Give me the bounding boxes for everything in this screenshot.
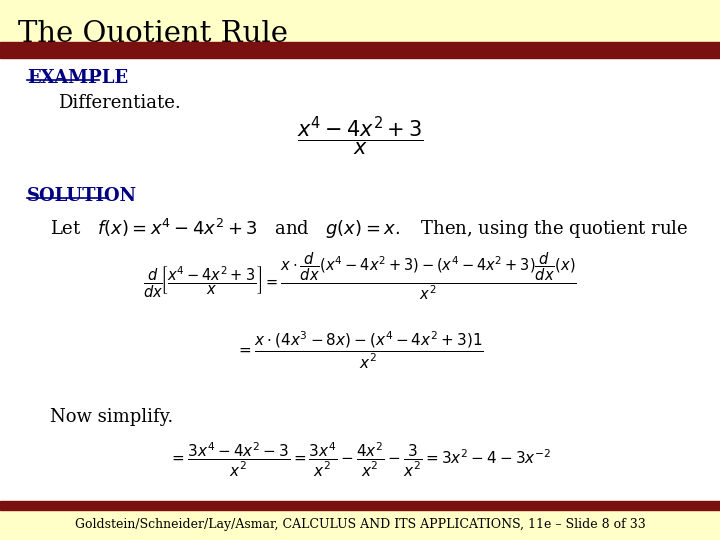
Text: EXAMPLE: EXAMPLE xyxy=(27,69,128,86)
Bar xyxy=(0,501,720,510)
Bar xyxy=(0,42,720,58)
Text: $\dfrac{x^4-4x^2+3}{x}$: $\dfrac{x^4-4x^2+3}{x}$ xyxy=(297,114,423,158)
Text: Let   $f(x)=x^4-4x^2+3$   and   $g(x)=x.$   Then, using the quotient rule: Let $f(x)=x^4-4x^2+3$ and $g(x)=x.$ Then… xyxy=(50,217,689,241)
Text: Goldstein/Schneider/Lay/Asmar, CALCULUS AND ITS APPLICATIONS, 11e – Slide 8 of 3: Goldstein/Schneider/Lay/Asmar, CALCULUS … xyxy=(75,518,645,531)
Bar xyxy=(0,58,720,501)
Bar xyxy=(0,0,720,42)
Text: $=\dfrac{3x^4-4x^2-3}{x^2}=\dfrac{3x^4}{x^2}-\dfrac{4x^2}{x^2}-\dfrac{3}{x^2}=3x: $=\dfrac{3x^4-4x^2-3}{x^2}=\dfrac{3x^4}{… xyxy=(169,441,551,479)
Text: $=\dfrac{x\cdot\left(4x^3-8x\right)-\left(x^4-4x^2+3\right)1}{x^2}$: $=\dfrac{x\cdot\left(4x^3-8x\right)-\lef… xyxy=(236,329,484,370)
Text: Now simplify.: Now simplify. xyxy=(50,408,174,426)
Text: The Quotient Rule: The Quotient Rule xyxy=(18,19,288,47)
Text: $\dfrac{d}{dx}\!\left[\dfrac{x^4-4x^2+3}{x}\right]=\dfrac{x\cdot\dfrac{d}{dx}(x^: $\dfrac{d}{dx}\!\left[\dfrac{x^4-4x^2+3}… xyxy=(143,251,577,302)
Text: Differentiate.: Differentiate. xyxy=(58,94,180,112)
Text: SOLUTION: SOLUTION xyxy=(27,187,138,205)
